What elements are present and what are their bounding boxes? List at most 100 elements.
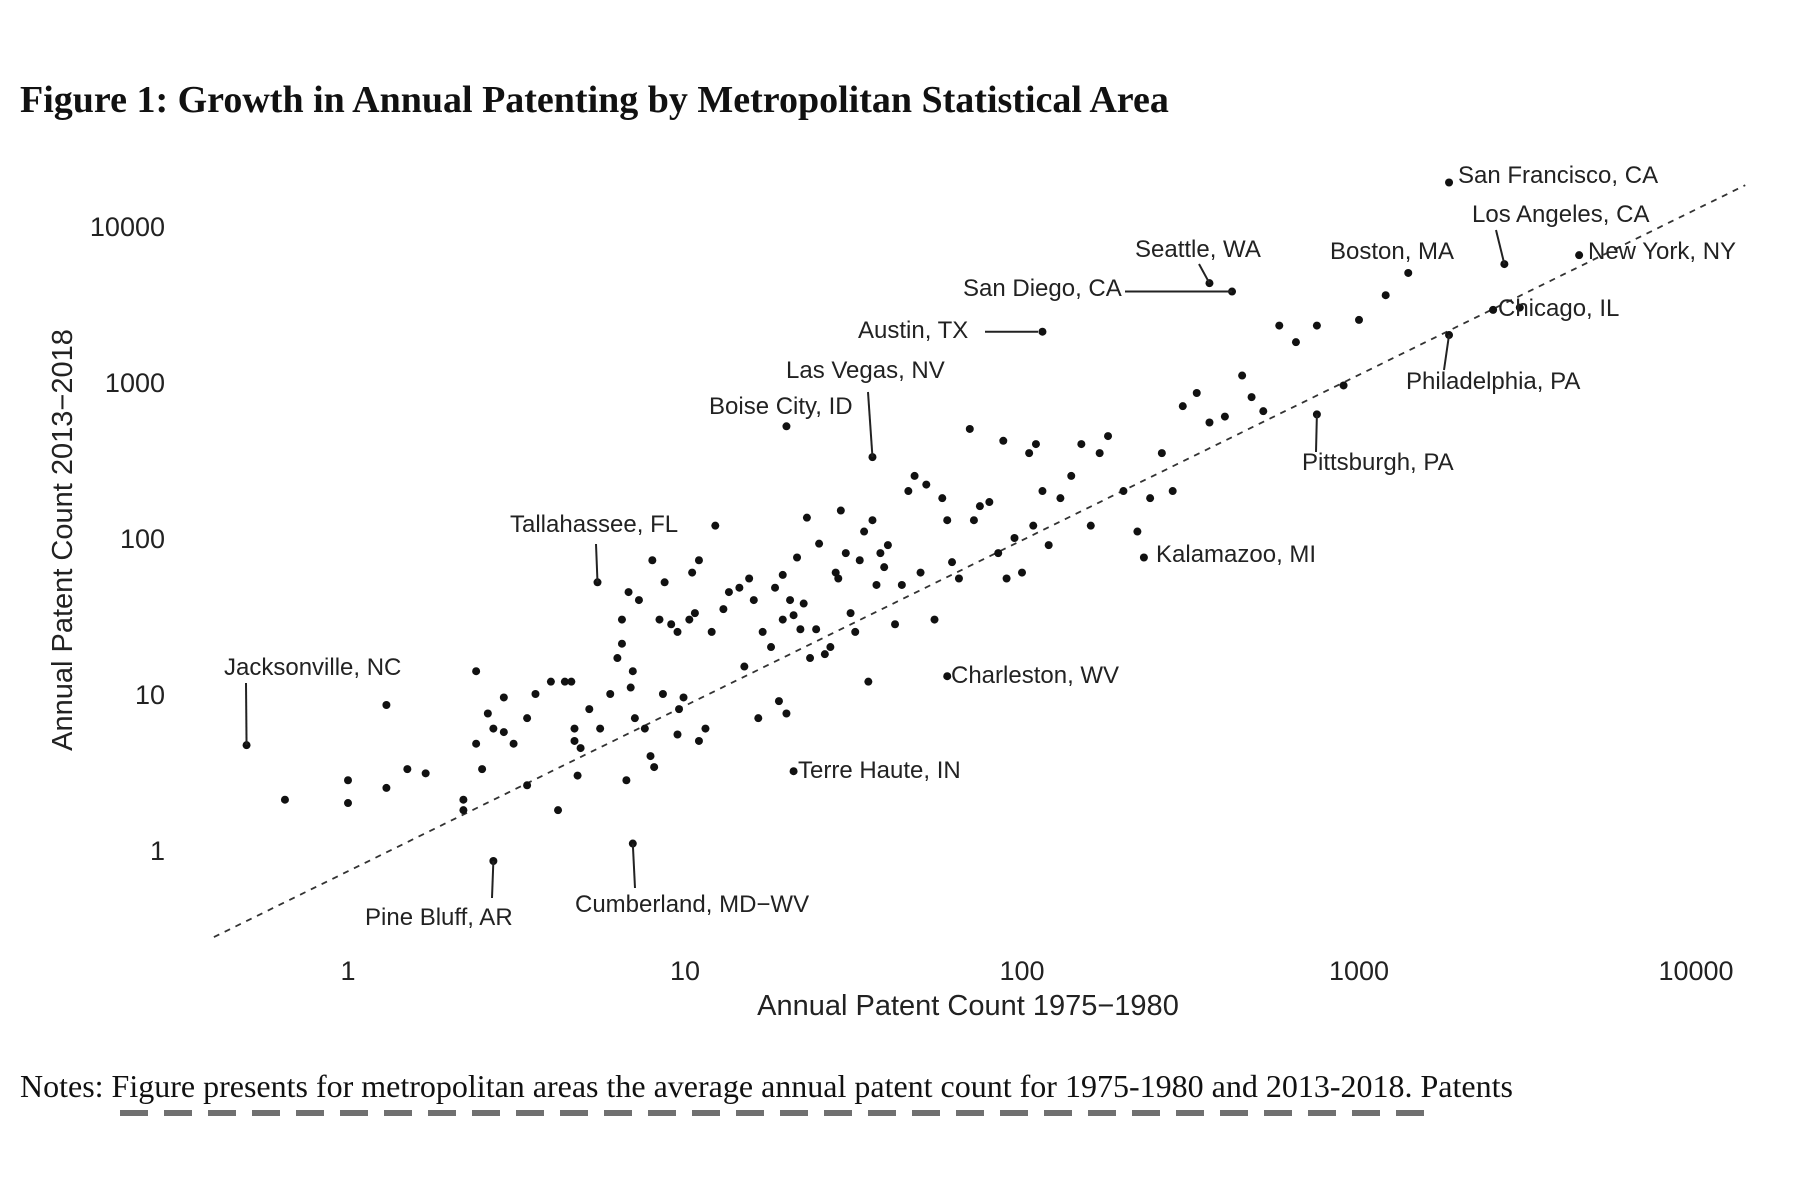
label-leader-line <box>867 391 874 458</box>
data-point <box>646 752 655 761</box>
data-point <box>965 424 974 433</box>
scatter-chart: 1 10 100 1000 10000 1 10 100 1000 10000 San Franc… <box>47 162 1746 1022</box>
data-point <box>630 714 639 723</box>
data-point <box>1133 527 1142 536</box>
label-leader-line <box>1198 263 1211 284</box>
labeled-data-point <box>1404 268 1413 277</box>
data-point <box>1067 471 1076 480</box>
data-point <box>774 697 783 706</box>
data-point <box>382 783 391 792</box>
data-point <box>1025 449 1034 458</box>
data-point <box>719 605 728 614</box>
data-point <box>1192 389 1201 398</box>
data-point <box>910 471 919 480</box>
y-axis-label: Annual Patent Count 2013−2018 <box>47 329 79 751</box>
point-label: Jacksonville, NC <box>224 654 401 681</box>
data-point <box>382 701 391 710</box>
y-tick-label: 10000 <box>90 212 165 242</box>
data-point <box>740 662 749 671</box>
data-point <box>688 568 697 577</box>
data-point <box>930 615 939 624</box>
data-point <box>969 516 978 525</box>
data-point <box>690 609 699 618</box>
data-point <box>660 578 669 587</box>
data-point <box>626 683 635 692</box>
label-leader-line <box>245 682 248 746</box>
data-point <box>891 620 900 629</box>
data-point <box>499 693 508 702</box>
data-point <box>806 654 815 663</box>
data-point <box>1381 291 1390 300</box>
data-point <box>1220 412 1229 421</box>
data-point <box>841 549 850 558</box>
labeled-data-point <box>1139 553 1148 562</box>
data-point <box>1119 487 1128 496</box>
data-point <box>1077 440 1086 449</box>
data-point <box>570 724 579 733</box>
data-point <box>617 615 626 624</box>
point-label: Pittsburgh, PA <box>1302 449 1454 476</box>
data-point <box>799 599 808 608</box>
data-point <box>573 771 582 780</box>
label-leader-line <box>595 543 599 583</box>
x-tick-label: 10000 <box>1658 956 1733 986</box>
y-tick-label: 10 <box>135 680 165 710</box>
data-point <box>954 574 963 583</box>
labeled-data-point <box>782 422 791 431</box>
data-point <box>812 625 821 634</box>
data-point <box>994 549 1003 558</box>
data-point <box>667 620 676 629</box>
labeled-data-point <box>789 767 798 776</box>
data-points <box>280 291 1524 815</box>
data-point <box>628 667 637 676</box>
x-tick-label: 100 <box>999 956 1044 986</box>
data-point <box>1291 338 1300 347</box>
data-point <box>622 776 631 785</box>
data-point <box>1044 541 1053 550</box>
data-point <box>344 776 352 785</box>
data-point <box>820 650 829 659</box>
data-point <box>745 574 754 583</box>
data-point <box>1056 494 1065 503</box>
data-point <box>904 487 913 496</box>
data-point <box>1002 574 1011 583</box>
data-point <box>1205 418 1214 427</box>
y-tick-label: 1000 <box>105 368 165 398</box>
point-label: Terre Haute, IN <box>798 757 961 784</box>
data-point <box>1275 321 1284 330</box>
data-point <box>655 615 664 624</box>
data-point <box>724 588 733 597</box>
data-point <box>948 558 957 567</box>
x-tick-label: 10 <box>670 956 700 986</box>
data-point <box>846 609 855 618</box>
data-point <box>280 795 289 804</box>
y-tick-label: 100 <box>120 524 165 554</box>
data-point <box>648 556 657 565</box>
data-point <box>421 769 430 778</box>
data-point <box>778 615 787 624</box>
data-point <box>1010 534 1019 542</box>
data-point <box>836 506 845 515</box>
data-point <box>754 714 763 723</box>
data-point <box>472 667 481 676</box>
point-label: Las Vegas, NV <box>786 357 945 384</box>
data-point <box>786 596 795 605</box>
data-point <box>685 615 694 624</box>
data-point <box>883 541 892 550</box>
data-point <box>567 677 576 686</box>
data-point <box>673 730 682 739</box>
data-point <box>554 806 563 815</box>
data-point <box>707 627 716 636</box>
data-point <box>860 527 869 536</box>
data-point <box>735 583 744 592</box>
data-point <box>1146 494 1155 503</box>
data-point <box>943 516 952 525</box>
data-point <box>999 436 1008 445</box>
data-point <box>1247 393 1256 402</box>
x-tick-label: 1000 <box>1329 956 1389 986</box>
data-point <box>985 498 994 507</box>
labeled-data-point <box>943 672 952 681</box>
data-point <box>767 643 776 652</box>
data-point <box>826 643 835 652</box>
data-point <box>771 583 780 592</box>
